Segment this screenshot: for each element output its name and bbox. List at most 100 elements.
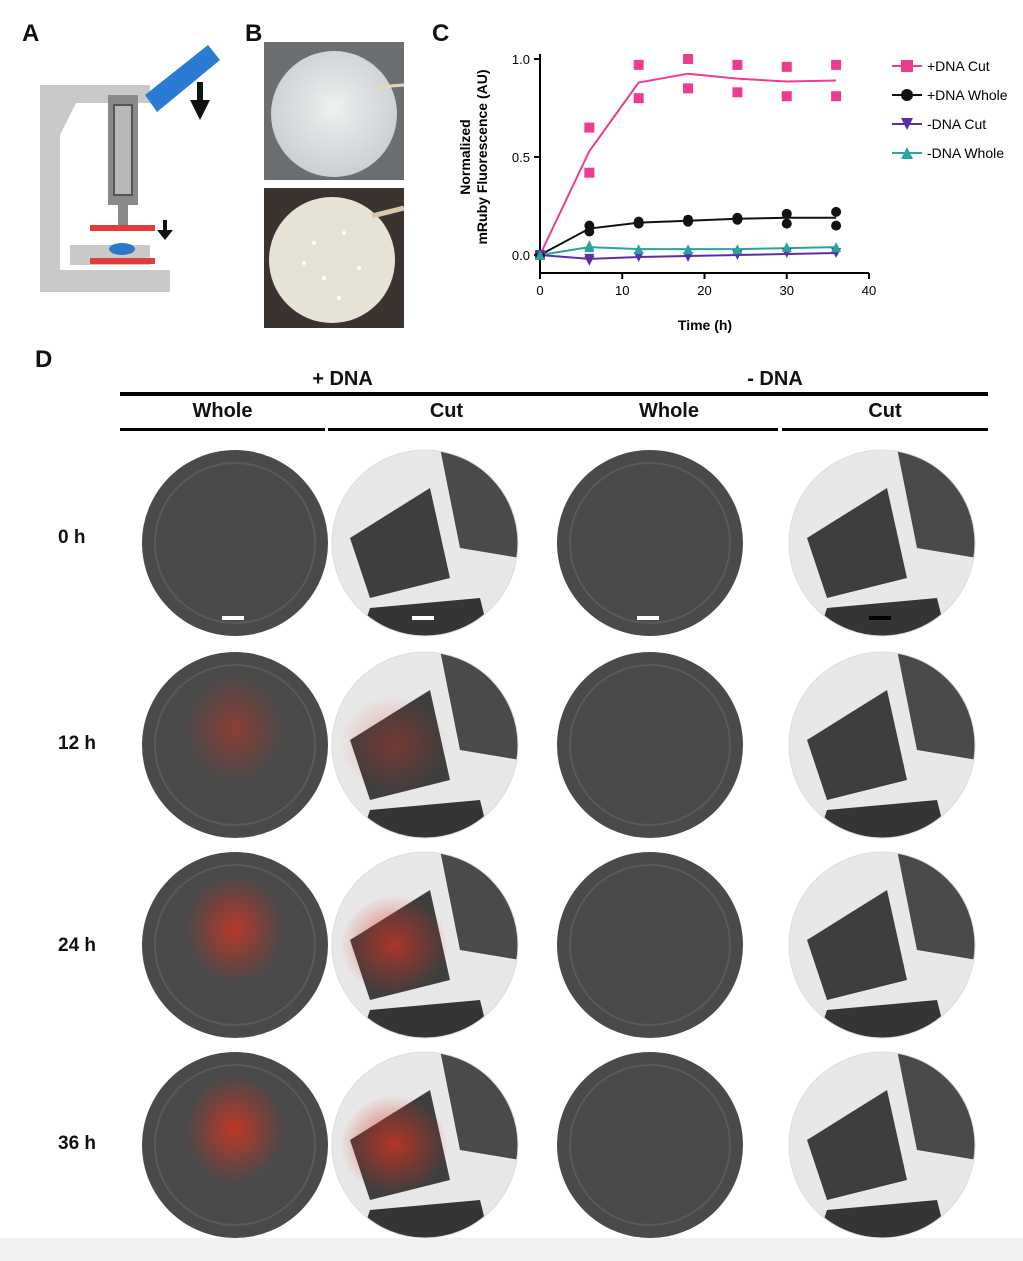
fluorescence-chart: 0.0 0.5 1.0 0 10 20 30 40 Normalized mRuby Fluo… — [457, 52, 1008, 333]
x-tick-label: 20 — [697, 283, 711, 298]
row-label-24h: 24 h — [58, 935, 97, 956]
data-point-1 — [831, 206, 842, 217]
legend-marker — [901, 60, 913, 72]
data-point-0 — [831, 91, 842, 102]
panel-label-c: C — [432, 20, 450, 47]
micrograph-r3-c2 — [557, 1052, 743, 1238]
disc-top-image — [271, 51, 404, 177]
data-point-1 — [584, 226, 595, 237]
data-point-0 — [732, 87, 743, 98]
row-label-12h: 12 h — [58, 733, 97, 754]
micrograph-r2-c0 — [142, 852, 328, 1038]
subheader-plus-whole: Whole — [192, 400, 253, 422]
micrograph-r1-c2 — [557, 652, 743, 838]
scale-bar — [222, 616, 244, 620]
data-point-3 — [831, 242, 842, 253]
data-point-0 — [584, 167, 595, 178]
micrograph-r2-c3 — [788, 851, 976, 1039]
subbar-minus-whole — [560, 428, 778, 431]
subbar-plus-cut — [328, 428, 565, 431]
micrograph-r3-c0 — [142, 1052, 328, 1238]
data-point-3 — [781, 242, 792, 253]
data-point-0 — [633, 93, 644, 104]
photo-disc-bottom — [264, 188, 404, 328]
chart-xlabel: Time (h) — [678, 317, 732, 333]
legend-marker — [901, 118, 913, 130]
loading-arm — [145, 45, 220, 112]
micrograph-r0-c2 — [557, 450, 743, 636]
y-tick-label: 1.0 — [512, 52, 530, 67]
y-tick-label: 0.0 — [512, 248, 530, 263]
data-point-3 — [683, 244, 694, 255]
legend-marker — [901, 89, 913, 101]
chart-ylabel-line1: Normalized — [457, 119, 473, 194]
panel-label-b: B — [245, 20, 263, 47]
legend-marker — [901, 147, 913, 159]
micrograph-r2-c2 — [557, 852, 743, 1038]
micrograph-r1-c1 — [331, 651, 519, 839]
data-point-0 — [633, 59, 644, 70]
group-header-minus-dna: - DNA — [747, 368, 803, 390]
subheader-minus-cut: Cut — [868, 400, 902, 422]
chart-points — [535, 54, 842, 266]
legend-label: -DNA Whole — [927, 145, 1004, 161]
subbar-plus-whole — [120, 428, 325, 431]
chart-axes: 0.0 0.5 1.0 0 10 20 30 40 — [512, 52, 876, 298]
group-bar-plus-dna — [120, 392, 565, 396]
row-label-0h: 0 h — [58, 527, 86, 548]
data-point-1 — [781, 208, 792, 219]
data-point-2 — [633, 251, 644, 262]
data-point-1 — [683, 216, 694, 227]
press-plunger — [108, 95, 138, 225]
group-header-plus-dna: + DNA — [312, 368, 373, 390]
scale-bar — [637, 616, 659, 620]
panel-label-a: A — [22, 20, 40, 47]
x-tick-label: 0 — [536, 283, 543, 298]
scale-bar — [869, 616, 891, 620]
data-point-0 — [781, 91, 792, 102]
micrograph-r1-c0 — [142, 652, 328, 838]
micrograph-r1-c3 — [788, 651, 976, 839]
lower-plate — [90, 258, 155, 264]
data-point-1 — [831, 220, 842, 231]
micrograph-r0-c3 — [788, 449, 976, 637]
micrograph-r0-c1 — [331, 449, 519, 637]
micrograph-r0-c0 — [142, 450, 328, 636]
micrograph-r3-c1 — [331, 1051, 519, 1239]
fit-line-0 — [539, 72, 837, 256]
sample-disc — [109, 243, 135, 255]
micrograph-r2-c1 — [331, 851, 519, 1039]
data-point-3 — [633, 244, 644, 255]
subbar-minus-cut — [782, 428, 988, 431]
group-bar-minus-dna — [560, 392, 988, 396]
data-point-2 — [683, 251, 694, 262]
y-tick-label: 0.5 — [512, 150, 530, 165]
legend-label: +DNA Whole — [927, 87, 1008, 103]
chart-legend: +DNA Cut +DNA Whole -DNA Cut -DNA Whole — [892, 58, 1008, 161]
micrograph-r3-c3 — [788, 1051, 976, 1239]
data-point-2 — [584, 255, 595, 266]
data-point-1 — [781, 218, 792, 229]
row-label-36h: 36 h — [58, 1133, 97, 1154]
data-point-1 — [633, 218, 644, 229]
small-down-arrow-icon — [157, 220, 173, 240]
panel-label-d: D — [35, 346, 53, 373]
data-point-0 — [683, 54, 694, 64]
data-point-0 — [831, 59, 842, 70]
data-point-0 — [683, 83, 694, 94]
disc-bottom-image — [269, 197, 404, 323]
subheader-minus-whole: Whole — [639, 400, 699, 422]
subheader-plus-cut: Cut — [429, 400, 464, 422]
x-tick-label: 40 — [862, 283, 876, 298]
legend-label: -DNA Cut — [927, 116, 986, 132]
data-point-1 — [732, 214, 743, 225]
data-point-3 — [584, 242, 595, 253]
photo-disc-top — [264, 42, 404, 180]
data-point-0 — [584, 122, 595, 133]
scale-bar — [412, 616, 434, 620]
data-point-0 — [781, 61, 792, 72]
bottom-strip — [0, 1238, 1023, 1261]
large-down-arrow-icon — [190, 82, 210, 120]
upper-plate — [90, 225, 155, 231]
legend-label: +DNA Cut — [927, 58, 990, 74]
